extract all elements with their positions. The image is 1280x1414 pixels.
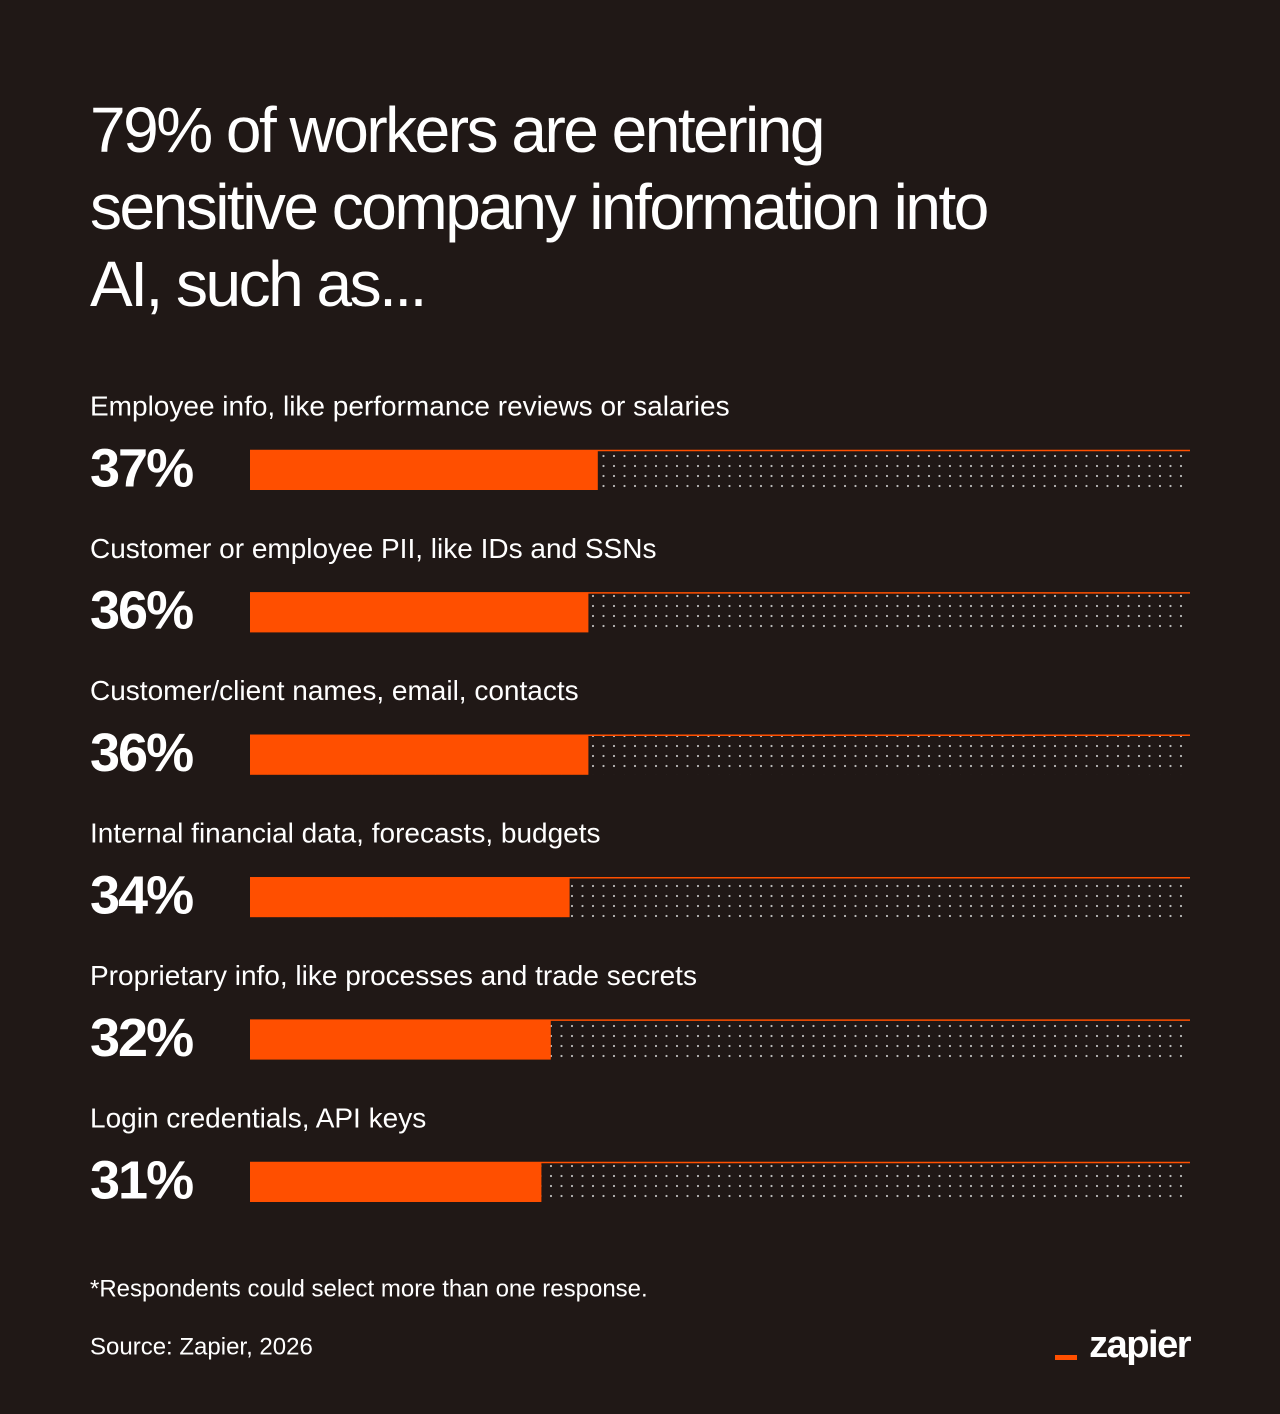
source: Source: Zapier, 2026 [90,1333,313,1360]
note: *Respondents could select more than one … [90,1275,648,1302]
bar [250,592,589,633]
bar [250,877,570,918]
value-label: 36% [90,581,193,641]
value-label: 31% [90,1150,193,1210]
value-label: 36% [90,723,193,783]
chart-title: 79% of workers are entering sensitive co… [90,94,989,320]
category-label: Customer or employee PII, like IDs and S… [90,533,656,564]
bar [250,450,598,490]
bar [250,1162,542,1202]
value-label: 32% [90,1008,193,1068]
category-label: Login credentials, API keys [90,1102,426,1133]
category-label: Customer/client names, email, contacts [90,675,579,706]
value-label: 37% [90,438,193,498]
logo: zapier [1089,1324,1192,1366]
category-label: Proprietary info, like processes and tra… [90,960,697,991]
category-label: Internal financial data, forecasts, budg… [90,818,601,849]
logo-mark [1055,1355,1077,1360]
value-label: 34% [90,865,193,925]
bar [250,734,589,775]
category-label: Employee info, like performance reviews … [90,390,730,421]
bar [250,1019,551,1060]
